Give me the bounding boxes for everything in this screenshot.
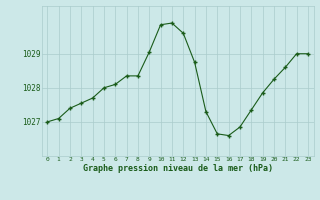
X-axis label: Graphe pression niveau de la mer (hPa): Graphe pression niveau de la mer (hPa) (83, 164, 273, 173)
